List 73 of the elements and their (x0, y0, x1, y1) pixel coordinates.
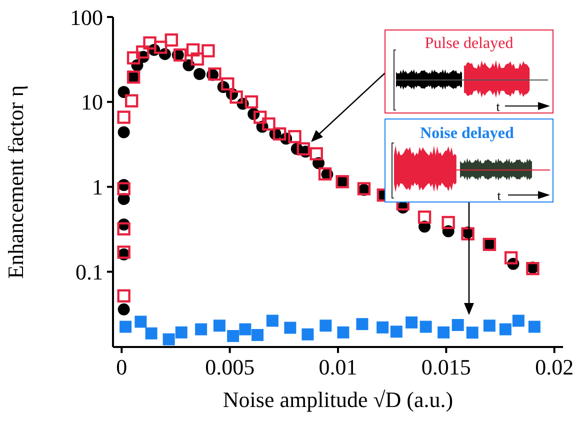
point (120, 320, 132, 333)
point (528, 320, 540, 333)
point (390, 326, 402, 338)
point (134, 316, 147, 328)
point (244, 95, 258, 109)
point (254, 110, 267, 124)
point (310, 147, 323, 160)
point (162, 333, 175, 346)
point (117, 222, 130, 236)
y-tick-label: 10 (81, 90, 103, 115)
point (186, 43, 200, 56)
point (195, 323, 208, 336)
x-tick-label: 0.01 (318, 354, 358, 380)
point (406, 316, 418, 328)
point (284, 322, 296, 334)
point (117, 110, 130, 124)
point (356, 318, 368, 330)
point (438, 326, 450, 338)
point (418, 210, 432, 224)
x-axis-title: Noise amplitude √D (a.u.) (222, 387, 454, 412)
x-tick-label: 0 (116, 354, 128, 380)
point (227, 330, 240, 342)
point (239, 323, 252, 336)
point (288, 130, 302, 144)
point (194, 68, 206, 80)
point (202, 44, 215, 58)
point (504, 251, 518, 264)
point (154, 40, 168, 54)
point (320, 320, 332, 332)
point (420, 320, 432, 333)
point (318, 167, 332, 181)
point (221, 77, 234, 90)
point (466, 326, 478, 339)
point (208, 67, 222, 81)
point (118, 126, 130, 138)
point (499, 323, 512, 336)
point (442, 216, 455, 230)
x-tick-label: 0.015 (421, 354, 471, 380)
point (173, 48, 187, 62)
point (145, 327, 158, 340)
point (136, 45, 150, 59)
point (452, 319, 464, 332)
y-tick-label: 100 (70, 4, 103, 30)
y-tick-label: 0.1 (76, 260, 103, 285)
annotation: Pulse delayed (424, 35, 514, 52)
annotation: Noise delayed (420, 125, 514, 142)
point (125, 94, 138, 108)
point (483, 320, 496, 332)
point (302, 328, 314, 340)
point (272, 127, 286, 141)
point (126, 51, 140, 64)
annotation: t (496, 99, 500, 114)
point (252, 329, 264, 341)
point (164, 33, 178, 47)
point (512, 314, 524, 327)
point (262, 117, 276, 131)
point (230, 90, 243, 104)
annotation: t (497, 188, 502, 203)
x-tick-label: 0.02 (535, 354, 574, 380)
point (118, 303, 130, 316)
point (337, 326, 350, 338)
point (117, 182, 130, 196)
point (376, 321, 389, 334)
point (296, 142, 310, 156)
x-tick-label: 0.005 (205, 354, 255, 380)
point (266, 314, 278, 327)
point (175, 326, 188, 338)
point (143, 36, 156, 50)
point (190, 52, 204, 66)
y-tick-label: 1 (92, 174, 103, 200)
point (213, 320, 226, 332)
point (117, 289, 130, 302)
point (117, 246, 130, 259)
